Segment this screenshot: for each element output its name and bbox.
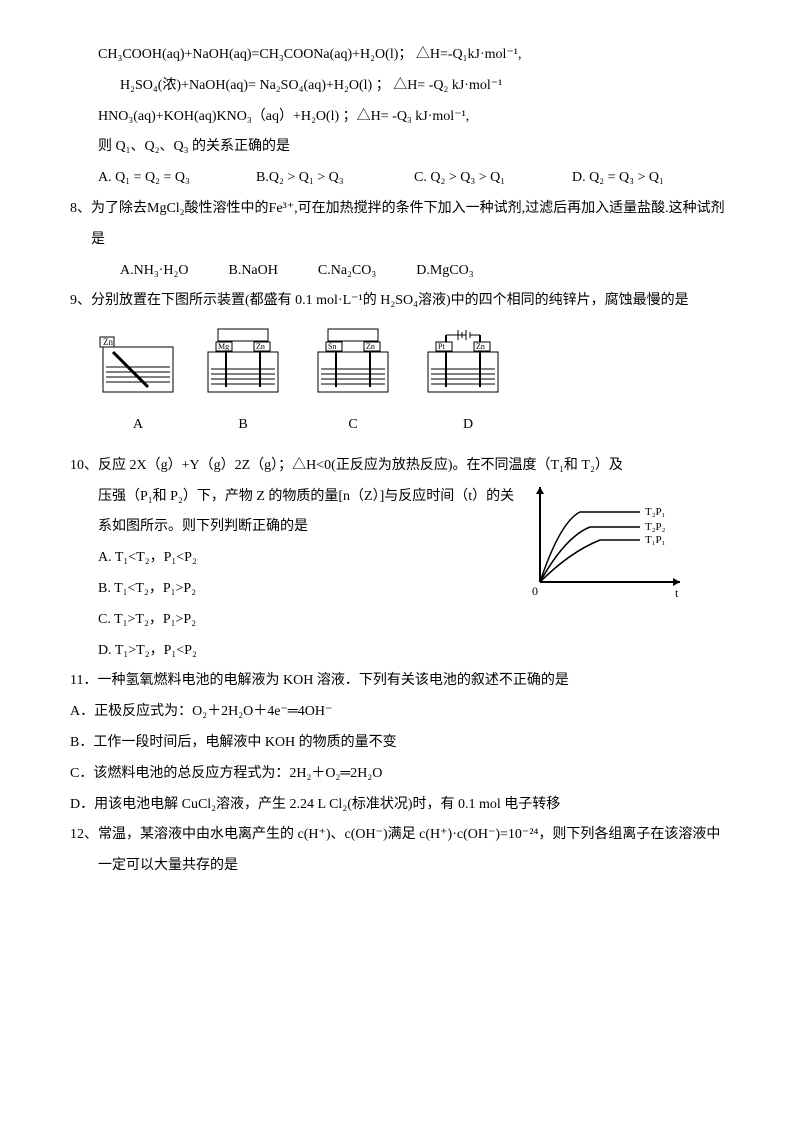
label-c: C [308, 410, 398, 441]
beaker-b-svg: Mg Zn [198, 327, 288, 397]
svg-text:Sn: Sn [328, 342, 336, 351]
svg-text:Zn: Zn [476, 342, 485, 351]
beaker-a: Zn A [98, 327, 178, 441]
beaker-d: Pt Zn D [418, 327, 518, 441]
equation-3: HNO₃(aq)+KOH(aq)KNO₃（aq）+H₂O(l) ；△H= -Q₃… [70, 102, 730, 133]
q11-text: 一种氢氧燃料电池的电解液为 KOH 溶液．下列有关该电池的叙述不正确的是 [97, 666, 568, 697]
q10-graph: T₂P₁ T₂P₂ T₁P₁ t 0 [520, 482, 690, 602]
equation-2: H₂SO₄(浓)+NaOH(aq)= Na₂SO₄(aq)+H₂O(l) ； △… [70, 71, 730, 102]
equation-1: CH₃COOH(aq)+NaOH(aq)=CH₃COONa(aq)+H₂O(l)… [70, 40, 730, 71]
q10-text: 反应 2X（g）+Y（g）2Z（g）；△H<0(正反应为放热反应)。在不同温度（… [98, 451, 623, 482]
beaker-b: Mg Zn B [198, 327, 288, 441]
svg-text:t: t [675, 586, 679, 600]
q9-number: 9、 [70, 286, 91, 317]
svg-text:Zn: Zn [366, 342, 375, 351]
q11: 11． 一种氢氧燃料电池的电解液为 KOH 溶液．下列有关该电池的叙述不正确的是 [70, 666, 730, 697]
svg-text:T₁P₁: T₁P₁ [645, 534, 666, 546]
q8-options: A.NH₃·H₂O B.NaOH C.Na₂CO₃ D.MgCO₃ [70, 256, 730, 287]
q7-opt-d: D. Q₂ = Q₃ > Q₁ [572, 163, 730, 194]
q8-opt-b: B.NaOH [228, 256, 277, 287]
svg-text:Pt: Pt [438, 342, 445, 351]
q10-number: 10、 [70, 451, 98, 482]
q8-opt-d: D.MgCO₃ [416, 256, 473, 287]
q9: 9、 分别放置在下图所示装置(都盛有 0.1 mol·L⁻¹的 H₂SO₄溶液)… [70, 286, 730, 317]
q11-opt-c: C．该燃料电池的总反应方程式为：2H₂＋O₂═2H₂O [70, 759, 730, 790]
q9-text: 分别放置在下图所示装置(都盛有 0.1 mol·L⁻¹的 H₂SO₄溶液)中的四… [91, 286, 689, 317]
svg-text:T₂P₂: T₂P₂ [645, 521, 666, 533]
relation-text: 则 Q₁、Q₂、Q₃ 的关系正确的是 [70, 132, 730, 163]
q10-opt-d: D. T₁>T₂，P₁<P₂ [70, 636, 730, 667]
q10: 10、 反应 2X（g）+Y（g）2Z（g）；△H<0(正反应为放热反应)。在不… [70, 451, 730, 482]
q10-opt-c: C. T₁>T₂，P₁>P₂ [70, 605, 730, 636]
label-b: B [198, 410, 288, 441]
q12-number: 12、 [70, 820, 98, 882]
beaker-c: Sn Zn C [308, 327, 398, 441]
q11-opt-a: A．正极反应式为：O₂＋2H₂O＋4e⁻═4OH⁻ [70, 697, 730, 728]
q11-number: 11． [70, 666, 97, 697]
q9-diagrams: Zn A Mg Zn B [70, 327, 730, 441]
q8-opt-a: A.NH₃·H₂O [120, 256, 188, 287]
svg-text:Mg: Mg [218, 342, 229, 351]
q7-opt-b: B.Q₂ > Q₁ > Q₃ [256, 163, 414, 194]
beaker-d-svg: Pt Zn [418, 327, 518, 397]
q8-number: 8、 [70, 194, 91, 256]
q7-opt-c: C. Q₂ > Q₃ > Q₁ [414, 163, 572, 194]
beaker-c-svg: Sn Zn [308, 327, 398, 397]
q8-opt-c: C.Na₂CO₃ [318, 256, 376, 287]
beaker-a-svg: Zn [98, 327, 178, 397]
svg-text:Zn: Zn [256, 342, 265, 351]
svg-text:T₂P₁: T₂P₁ [645, 506, 666, 518]
q11-opt-b: B．工作一段时间后，电解液中 KOH 的物质的量不变 [70, 728, 730, 759]
q8-text: 为了除去MgCl₂酸性溶性中的Fe³⁺,可在加热搅拌的条件下加入一种试剂,过滤后… [91, 194, 730, 256]
q12-text: 常温，某溶液中由水电离产生的 c(H⁺)、c(OH⁻)满足 c(H⁺)·c(OH… [98, 820, 730, 882]
q8: 8、 为了除去MgCl₂酸性溶性中的Fe³⁺,可在加热搅拌的条件下加入一种试剂,… [70, 194, 730, 256]
q7-options: A. Q₁ = Q₂ = Q₃ B.Q₂ > Q₁ > Q₃ C. Q₂ > Q… [70, 163, 730, 194]
svg-text:Zn: Zn [103, 337, 113, 347]
q11-opt-d: D．用该电池电解 CuCl₂溶液，产生 2.24 L Cl₂(标准状况)时，有 … [70, 790, 730, 821]
label-d: D [418, 410, 518, 441]
q7-opt-a: A. Q₁ = Q₂ = Q₃ [98, 163, 256, 194]
svg-text:0: 0 [532, 584, 538, 598]
q12: 12、 常温，某溶液中由水电离产生的 c(H⁺)、c(OH⁻)满足 c(H⁺)·… [70, 820, 730, 882]
label-a: A [98, 410, 178, 441]
